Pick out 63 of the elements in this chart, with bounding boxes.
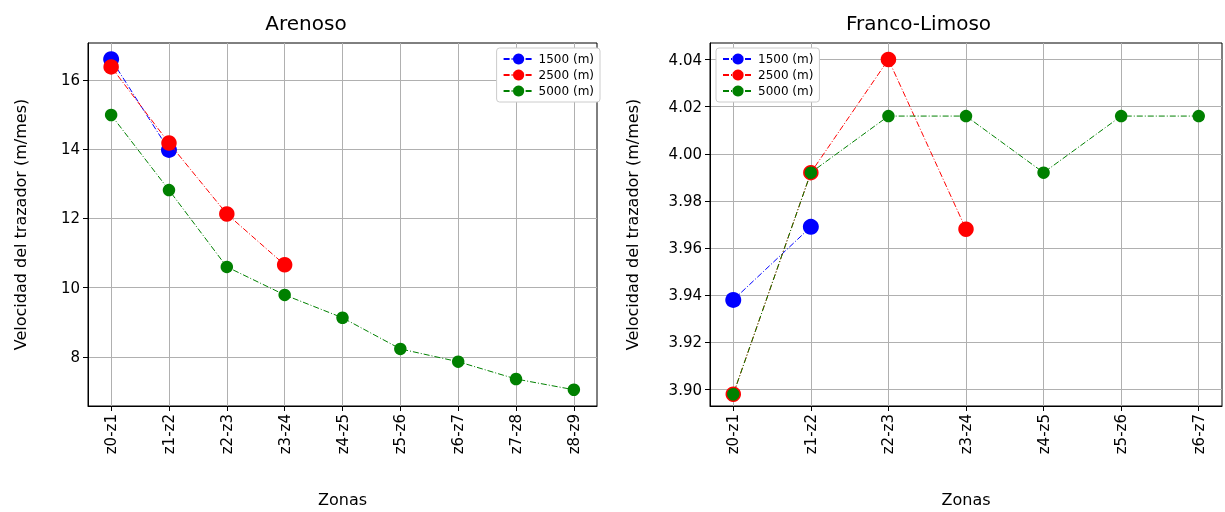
y-tick-label: 12 xyxy=(60,209,80,228)
point xyxy=(882,109,895,123)
chart-title: Arenoso xyxy=(265,11,347,35)
chart-title: Franco-Limoso xyxy=(845,11,992,35)
point xyxy=(104,108,118,122)
x-axis-title: Zonas xyxy=(317,489,368,509)
legend-label: 2500 (m) xyxy=(758,68,814,82)
point xyxy=(1037,166,1050,179)
x-axis-title: Zonas xyxy=(941,489,991,509)
point xyxy=(1114,109,1128,123)
x-tick-label: z3-z4 xyxy=(957,414,975,455)
x-tick-label: z2-z3 xyxy=(879,414,898,455)
point xyxy=(394,342,407,356)
x-tick-label: z1-z2 xyxy=(159,414,178,455)
point xyxy=(802,218,819,235)
point xyxy=(278,288,291,302)
point xyxy=(276,257,293,273)
point xyxy=(1192,109,1205,123)
x-tick-label: z7-z8 xyxy=(507,414,526,455)
x-tick-label: z3-z4 xyxy=(275,414,294,455)
x-tick-label: z4-z5 xyxy=(1034,414,1053,455)
point xyxy=(509,372,523,386)
x-tick-label: z8-z9 xyxy=(564,414,583,455)
y-tick-label: 10 xyxy=(60,278,80,297)
point xyxy=(958,221,974,237)
x-tick-label: z5-z6 xyxy=(391,414,410,455)
y-tick-label: 3.96 xyxy=(668,239,702,258)
point xyxy=(162,183,176,197)
point xyxy=(219,206,235,222)
point xyxy=(220,260,234,274)
point xyxy=(880,51,897,68)
y-tick-label: 3.90 xyxy=(668,380,702,399)
legend-label: 5000 (m) xyxy=(538,84,594,98)
legend-label: 1500 (m) xyxy=(758,52,814,66)
x-tick-label: z0-z1 xyxy=(724,414,743,455)
point xyxy=(451,355,465,368)
x-tick-label: z5-z6 xyxy=(1112,414,1131,455)
x-tick-label: z4-z5 xyxy=(333,414,352,455)
point xyxy=(567,383,581,396)
y-tick-label: 16 xyxy=(60,71,80,90)
y-tick-label: 4.02 xyxy=(668,97,702,116)
y-tick-label: 3.94 xyxy=(668,286,702,305)
point xyxy=(103,59,119,75)
point xyxy=(336,311,349,325)
x-tick-label: z6-z7 xyxy=(449,414,468,455)
y-tick-label: 14 xyxy=(60,140,80,159)
legend-label: 5000 (m) xyxy=(758,84,814,98)
legend-label: 1500 (m) xyxy=(538,52,594,66)
x-tick-label: z1-z2 xyxy=(801,414,820,455)
point xyxy=(725,291,742,308)
y-tick-label: 3.92 xyxy=(668,333,702,352)
legend-label: 2500 (m) xyxy=(538,68,594,82)
point xyxy=(959,109,973,123)
point xyxy=(161,135,177,151)
x-tick-label: z0-z1 xyxy=(102,414,121,455)
x-tick-label: z2-z3 xyxy=(217,414,236,455)
y-tick-label: 8 xyxy=(70,347,80,366)
y-tick-label: 4.00 xyxy=(668,144,702,163)
y-tick-label: 4.04 xyxy=(668,50,702,69)
y-tick-label: 3.98 xyxy=(668,191,702,210)
y-axis-title: Velocidad del trazador (m/mes) xyxy=(622,98,642,351)
y-axis-title: Velocidad del trazador (m/mes) xyxy=(10,98,30,351)
x-tick-label: z6-z7 xyxy=(1189,414,1208,455)
